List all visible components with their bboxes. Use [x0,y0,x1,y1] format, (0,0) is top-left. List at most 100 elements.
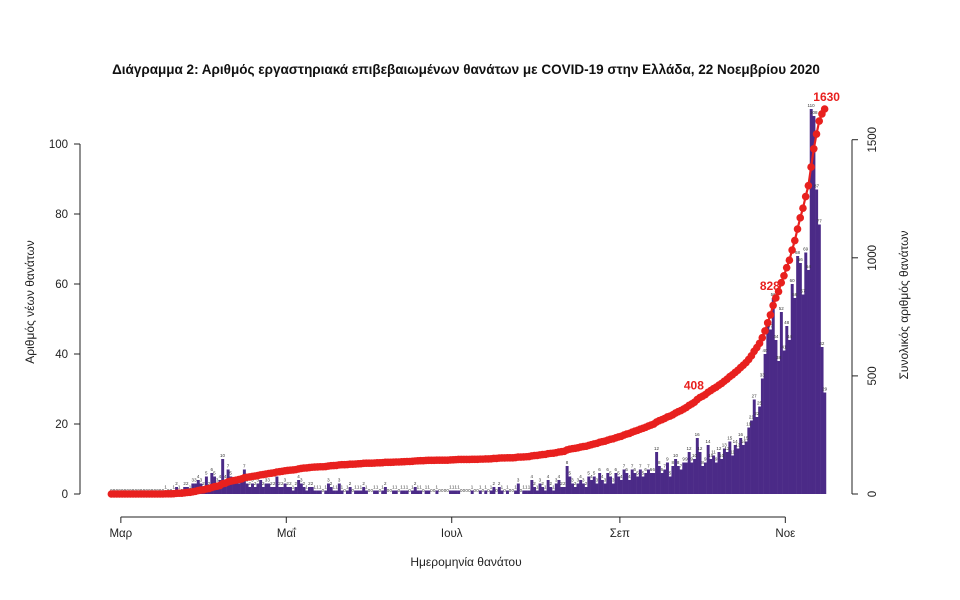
x-axis-tick-label: Ιουλ [441,528,463,540]
bar-value-label: 4 [601,474,604,479]
bar [229,476,233,494]
bar-value-label: 0 [430,488,433,493]
bar [703,462,707,494]
bar-value-label: 7 [243,464,246,469]
cumulative-point [807,163,815,171]
bar [619,480,623,494]
bar-value-label: 29 [822,387,828,392]
bar [625,473,629,494]
bar-value-label: 7 [680,464,683,469]
bar [364,490,368,494]
bar-value-label: 1 [392,485,395,490]
bar-value-label: 0 [476,488,479,493]
bar [552,490,556,494]
bar-value-label: 1 [471,485,474,490]
bar-value-label: 13 [722,443,728,448]
bar [470,490,474,494]
x-axis-label: Ημερομηνία θανάτου [410,555,521,569]
bar-value-label: 66 [798,257,804,262]
bar [817,224,821,494]
bar [516,483,520,494]
bar [712,455,716,494]
bar [690,462,694,494]
bar [332,490,336,494]
bar [598,473,602,494]
bar [435,490,439,494]
left-axis-tick-label: 0 [62,489,68,501]
bar [565,466,569,494]
bar-value-label: 6 [598,467,601,472]
bar [451,490,455,494]
bar [522,490,526,494]
bar-value-label: 12 [687,446,693,451]
bar-value-label: 1 [292,485,295,490]
bar-value-label: 0 [351,488,354,493]
bar-value-label: 1 [528,485,531,490]
bar-value-label: 7 [631,464,634,469]
bar-value-label: 1 [400,485,403,490]
bar [275,476,279,494]
bar [546,480,550,494]
bar [356,490,360,494]
bar [221,459,225,494]
bar-value-label: 12 [654,446,660,451]
bar-value-label: 15 [727,436,733,441]
bar-value-label: 1 [484,485,487,490]
bar [261,487,265,494]
bar [337,483,341,494]
bar-value-label: 0 [468,488,471,493]
bar [256,483,260,494]
left-axis-tick-label: 60 [55,279,68,291]
bar [416,490,420,494]
bar [763,354,767,494]
bar-value-label: 1 [417,485,420,490]
bar-value-label: 2 [330,481,333,486]
bar [676,466,680,494]
bar [316,490,320,494]
cumulative-point [763,319,772,327]
bar-value-label: 3 [582,478,585,483]
bar [722,448,726,494]
bar-value-label: 1 [189,485,192,490]
bar [242,469,246,494]
bar-value-label: 6 [634,467,637,472]
bar-value-label: 15 [743,436,749,441]
bar [733,445,737,494]
bar [424,490,428,494]
bar-value-label: 0 [368,488,371,493]
bar [527,490,531,494]
bar-value-label: 0 [408,488,411,493]
bar [796,256,800,494]
cumulative-point [812,130,821,138]
bar-value-label: 6 [625,467,628,472]
bar-value-label: 1 [536,485,539,490]
bar-value-label: 4 [579,474,582,479]
bar [636,476,640,494]
bar-value-label: 1 [419,485,422,490]
bar-value-label: 60 [790,278,796,283]
bar [299,483,303,494]
cumulative-point [772,294,780,302]
bar-value-label: 0 [446,488,449,493]
cumulative-point [801,192,810,201]
bar-value-label: 2 [574,481,577,486]
bar-value-label: 0 [379,488,382,493]
bar-value-label: 4 [530,474,533,479]
bar [701,466,705,494]
bar-value-label: 3 [327,478,330,483]
bar [590,480,594,494]
bar-value-label: 3 [191,478,194,483]
bar [663,469,667,494]
right-axis-tick-label: 1000 [867,245,879,271]
bar-value-label: 2 [262,481,265,486]
bar [671,466,675,494]
bar [313,490,317,494]
bar [698,452,702,494]
bar-value-label: 1 [376,485,379,490]
bar-value-label: 11 [711,450,716,455]
bar-value-label: 33 [760,373,766,378]
bar [687,452,691,494]
bar-value-label: 3 [300,478,303,483]
bar-value-label: 5 [669,471,672,476]
bar-value-label: 2 [349,481,352,486]
